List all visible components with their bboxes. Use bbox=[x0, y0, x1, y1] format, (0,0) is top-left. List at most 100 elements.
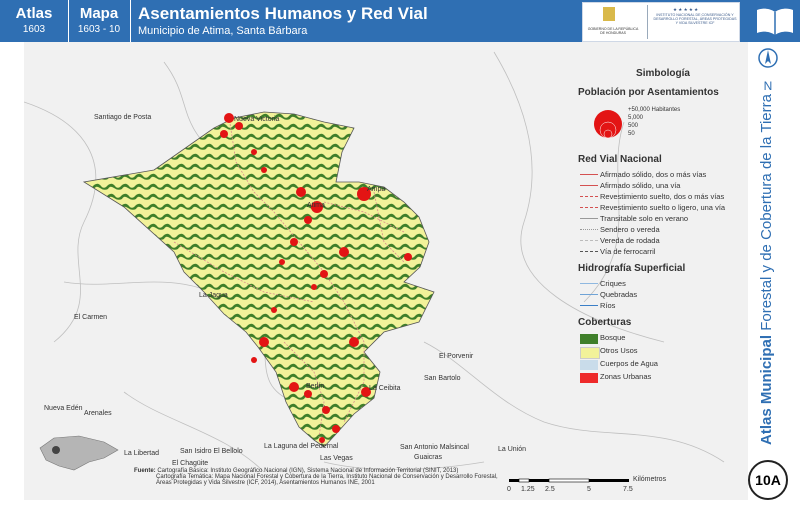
institution-logos: ★ ★ ★ ★ ★ GOBIERNO DE LA REPÚBLICA DE HO… bbox=[582, 2, 740, 42]
settlement-marker bbox=[289, 382, 299, 392]
road-item: Afirmado sólido, una vía bbox=[578, 180, 748, 191]
page-badge: 10A bbox=[748, 460, 788, 500]
settlement-marker bbox=[290, 238, 298, 246]
scale-tick: 5 bbox=[587, 486, 591, 493]
population-item: 5,000 bbox=[628, 115, 644, 121]
settlement-marker bbox=[339, 247, 349, 257]
municipal-boundaries bbox=[23, 51, 725, 473]
north-arrow-icon: N bbox=[758, 48, 778, 93]
road-item: Revestimiento suelto o ligero, una vía bbox=[578, 202, 748, 213]
scale-tick: 7.5 bbox=[623, 486, 633, 493]
logo-text-right: INSTITUTO NACIONAL DE CONSERVACIÓN Y DES… bbox=[653, 13, 737, 25]
settlement-marker bbox=[349, 337, 359, 347]
road-network bbox=[173, 116, 405, 438]
settlement-marker bbox=[251, 149, 257, 155]
settlement-marker bbox=[251, 357, 257, 363]
cover-item: Zonas Urbanas bbox=[578, 371, 748, 384]
place-label: Nueva Edén bbox=[44, 405, 83, 412]
population-item: 500 bbox=[628, 123, 639, 129]
scale-tick: 0 bbox=[507, 486, 511, 493]
source-note: Fuente: Cartografía Básica: Instituto Ge… bbox=[134, 468, 584, 486]
cover-item: Bosque bbox=[578, 332, 748, 345]
legend-symbology: Simbología bbox=[636, 68, 690, 79]
mapa-label: Mapa bbox=[79, 5, 119, 22]
map-legend: Simbología Población por Asentamientos +… bbox=[578, 68, 748, 384]
settlement-marker bbox=[311, 284, 317, 290]
settlement-marker bbox=[220, 130, 228, 138]
settlement-marker bbox=[271, 307, 277, 313]
header-bar: Atlas 1603 Mapa 1603 - 10 Asentamientos … bbox=[0, 0, 800, 42]
mapa-number: 1603 - 10 bbox=[77, 24, 121, 35]
population-legend: +50,000 Habitantes 5,000 500 50 bbox=[578, 102, 748, 142]
population-item: 50 bbox=[628, 131, 635, 137]
page-title: Asentamientos Humanos y Red Vial bbox=[138, 4, 428, 23]
place-label: Las Vegas bbox=[320, 455, 353, 462]
source-label: Fuente: bbox=[134, 468, 156, 474]
legend-hydro-title: Hidrografía Superficial bbox=[578, 263, 686, 274]
road-item: Afirmado sólido, dos o más vías bbox=[578, 169, 748, 180]
scale-tick: 1.25 bbox=[521, 486, 535, 493]
settlement-marker bbox=[259, 337, 269, 347]
road-item: Sendero o vereda bbox=[578, 224, 748, 235]
place-label: El Carmen bbox=[74, 314, 108, 321]
population-circles bbox=[594, 110, 622, 139]
place-label: La Ceibita bbox=[369, 385, 401, 392]
population-item: +50,000 Habitantes bbox=[628, 107, 681, 113]
place-label: Nueva Victoria bbox=[234, 116, 280, 123]
place-label: San Antonio Malsincal bbox=[400, 444, 469, 451]
logo-graphic: ★ ★ ★ ★ ★ bbox=[603, 5, 699, 39]
map-canvas bbox=[23, 51, 725, 473]
settlement-marker bbox=[404, 253, 412, 261]
legend-population-title: Población por Asentamientos bbox=[578, 87, 719, 98]
settlement-marker bbox=[304, 390, 312, 398]
road-item: Revestimiento suelto, dos o más vías bbox=[578, 191, 748, 202]
place-label: Ampa bbox=[367, 186, 386, 193]
settlement-marker bbox=[261, 167, 267, 173]
atlas-label: Atlas bbox=[15, 5, 53, 22]
north-label: N bbox=[764, 79, 773, 93]
settlement-marker bbox=[320, 270, 328, 278]
settlement-marker bbox=[361, 387, 371, 397]
legend-roads-title: Red Vial Nacional bbox=[578, 154, 662, 165]
source-line2: Cartografía Temática: Mapa Nacional Fore… bbox=[156, 474, 498, 480]
settlement-marker bbox=[332, 425, 340, 433]
scale-bar: 0 1.25 2.5 5 7.5 Kilómetros bbox=[505, 476, 666, 496]
logo-text-left: GOBIERNO DE LA REPÚBLICA DE HONDURAS bbox=[587, 27, 639, 35]
settlement-marker bbox=[296, 187, 306, 197]
road-item: Transitable solo en verano bbox=[578, 213, 748, 224]
vertical-title-bold: Atlas Municipal bbox=[758, 334, 775, 445]
place-label: La Jagua bbox=[199, 292, 228, 299]
place-label: La Libertad bbox=[124, 450, 160, 457]
hydro-item: Ríos bbox=[578, 300, 748, 311]
place-label: Arenales bbox=[84, 410, 112, 417]
settlement-marker bbox=[322, 406, 330, 414]
settlement-marker bbox=[235, 122, 243, 130]
settlements bbox=[220, 113, 412, 443]
source-line3: Áreas Protegidas y Vida Silvestre (ICF, … bbox=[156, 480, 375, 486]
place-label: La Laguna del Pedernal bbox=[264, 443, 339, 450]
mapa-box: Mapa 1603 - 10 bbox=[68, 0, 131, 42]
place-label: San Isidro El Bellolo bbox=[180, 448, 243, 455]
cover-item: Cuerpos de Agua bbox=[578, 358, 748, 371]
source-line1: Cartografía Básica: Instituto Geográfico… bbox=[157, 468, 459, 474]
map-frame: Santiago de Posta Nueva Victoria Ampa At… bbox=[23, 42, 748, 500]
vertical-title-rest: Forestal y de Cobertura de la Tierra bbox=[758, 94, 775, 335]
place-label: La Unión bbox=[498, 446, 527, 453]
road-item: Vía de ferrocarril bbox=[578, 246, 748, 257]
atlas-box: Atlas 1603 bbox=[0, 0, 69, 42]
place-label: Santiago de Posta bbox=[94, 114, 152, 121]
road-item: Vereda de rodada bbox=[578, 235, 748, 246]
settlement-marker bbox=[319, 437, 325, 443]
hydro-item: Criques bbox=[578, 278, 748, 289]
scale-tick: 2.5 bbox=[545, 486, 555, 493]
settlement-marker bbox=[357, 187, 371, 201]
honduras-seal-icon bbox=[603, 7, 615, 21]
cover-item: Otros Usos bbox=[578, 345, 748, 359]
settlement-marker bbox=[279, 259, 285, 265]
place-label: Atima bbox=[307, 202, 325, 209]
municipality-atima-area bbox=[82, 111, 435, 448]
place-label: San Bartolo bbox=[424, 375, 461, 382]
hydro-item: Quebradas bbox=[578, 289, 748, 300]
right-sidebar bbox=[748, 42, 800, 500]
place-label: El Chagüite bbox=[172, 460, 209, 467]
